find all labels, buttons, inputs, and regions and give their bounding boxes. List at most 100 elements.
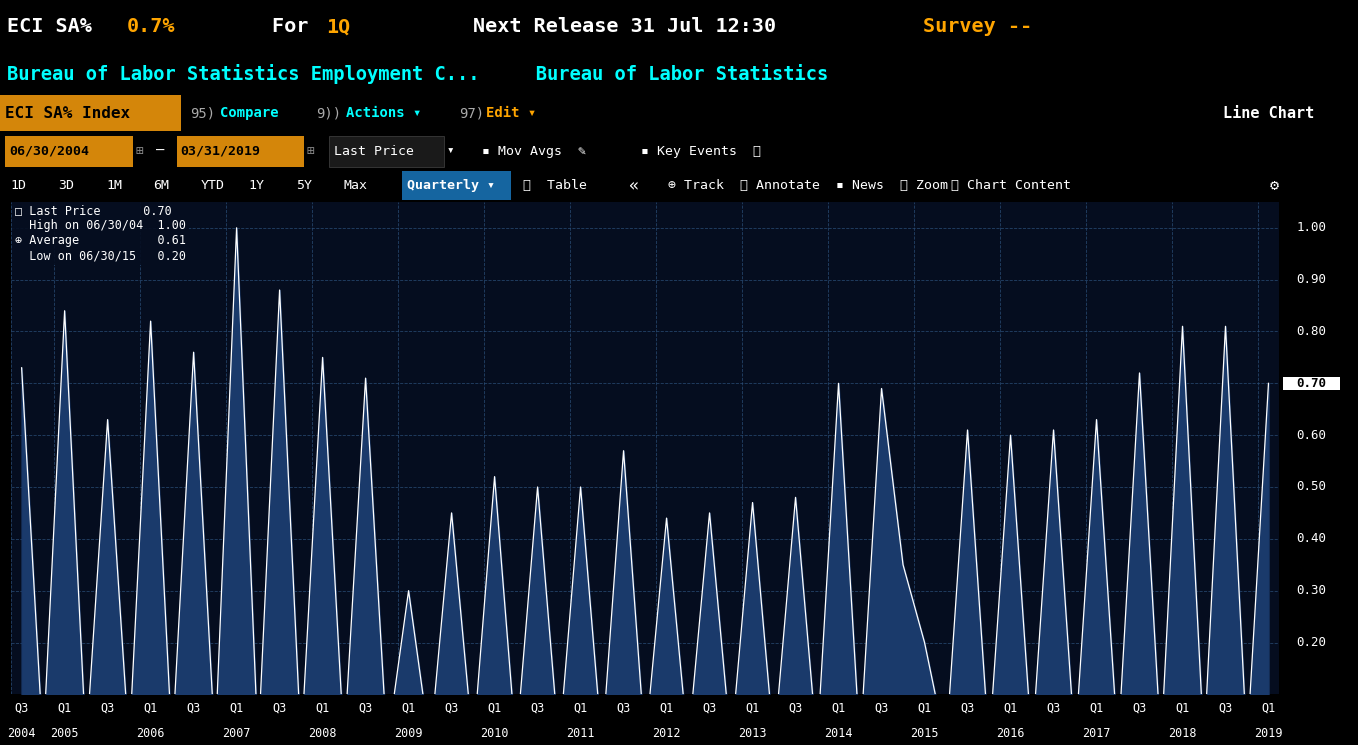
Text: –: – [156, 145, 164, 158]
Text: 2018: 2018 [1168, 727, 1196, 741]
Text: Q1: Q1 [57, 702, 72, 715]
Text: Line Chart: Line Chart [1224, 106, 1315, 121]
Text: 0.70: 0.70 [1297, 377, 1327, 390]
Text: ⤈  Table: ⤈ Table [523, 180, 587, 192]
Text: Q1: Q1 [315, 702, 330, 715]
Text: 0.70: 0.70 [1297, 377, 1327, 390]
Text: ⤴ Chart Content: ⤴ Chart Content [951, 180, 1070, 192]
Text: Q3: Q3 [1133, 702, 1146, 715]
Text: Q1: Q1 [746, 702, 759, 715]
Text: 06/30/2004: 06/30/2004 [10, 145, 90, 158]
Text: 0.50: 0.50 [1297, 481, 1327, 493]
Text: Q1: Q1 [831, 702, 846, 715]
Text: ⊕ Track  ⁄ Annotate  ▪ News  ⚲ Zoom: ⊕ Track ⁄ Annotate ▪ News ⚲ Zoom [668, 180, 948, 192]
Text: 2016: 2016 [997, 727, 1025, 741]
Text: ⊞: ⊞ [307, 145, 315, 158]
Text: 2006: 2006 [136, 727, 164, 741]
Text: Next Release 31 Jul 12:30: Next Release 31 Jul 12:30 [473, 17, 775, 37]
Text: Q3: Q3 [1047, 702, 1061, 715]
Text: Bureau of Labor Statistics Employment C...     Bureau of Labor Statistics: Bureau of Labor Statistics Employment C.… [7, 64, 828, 83]
Text: 0.20: 0.20 [1297, 636, 1327, 649]
Text: Q3: Q3 [875, 702, 888, 715]
Text: Q3: Q3 [15, 702, 29, 715]
Text: Q3: Q3 [273, 702, 287, 715]
Text: 03/31/2019: 03/31/2019 [181, 145, 261, 158]
Text: Q1: Q1 [1004, 702, 1017, 715]
Text: Quarterly ▾: Quarterly ▾ [407, 180, 496, 192]
Text: 97): 97) [459, 107, 485, 120]
Text: 2012: 2012 [652, 727, 680, 741]
Text: ECI SA%: ECI SA% [7, 17, 115, 37]
Text: 1.00: 1.00 [1297, 221, 1327, 235]
Text: For: For [272, 17, 320, 37]
Text: ▪ Mov Avgs  ✎: ▪ Mov Avgs ✎ [482, 145, 587, 158]
FancyBboxPatch shape [329, 136, 444, 167]
Text: ECI SA% Index: ECI SA% Index [5, 106, 130, 121]
Text: Q3: Q3 [186, 702, 201, 715]
Text: 3D: 3D [58, 180, 75, 192]
Text: 95): 95) [190, 107, 216, 120]
FancyBboxPatch shape [5, 136, 133, 167]
Text: 0.40: 0.40 [1297, 533, 1327, 545]
Text: 2014: 2014 [824, 727, 853, 741]
Text: Q3: Q3 [444, 702, 459, 715]
Text: 2011: 2011 [566, 727, 595, 741]
Text: ▪ Key Events  ⓘ: ▪ Key Events ⓘ [641, 145, 760, 158]
Text: 2008: 2008 [308, 727, 337, 741]
Text: 2019: 2019 [1255, 727, 1283, 741]
Text: YTD: YTD [201, 180, 225, 192]
Text: 1M: 1M [106, 180, 122, 192]
Text: Survey --: Survey -- [923, 17, 1032, 37]
Text: Q1: Q1 [402, 702, 416, 715]
Text: 5Y: 5Y [296, 180, 312, 192]
Text: ⚙: ⚙ [1270, 178, 1279, 194]
FancyBboxPatch shape [1283, 376, 1340, 390]
Text: Compare: Compare [220, 107, 278, 120]
FancyBboxPatch shape [0, 95, 181, 131]
Text: Edit ▾: Edit ▾ [486, 107, 536, 120]
Text: 9)): 9)) [316, 107, 342, 120]
Text: Q1: Q1 [918, 702, 932, 715]
FancyBboxPatch shape [177, 136, 304, 167]
Text: «: « [629, 177, 638, 195]
Text: Q1: Q1 [1262, 702, 1275, 715]
Text: Q3: Q3 [531, 702, 545, 715]
Text: Q1: Q1 [1176, 702, 1190, 715]
Text: Q1: Q1 [660, 702, 674, 715]
Text: Q3: Q3 [100, 702, 114, 715]
Text: 6M: 6M [153, 180, 170, 192]
Text: Q3: Q3 [789, 702, 803, 715]
Text: Q3: Q3 [960, 702, 975, 715]
Text: Q1: Q1 [573, 702, 588, 715]
Text: 2013: 2013 [739, 727, 767, 741]
Text: 1D: 1D [11, 180, 27, 192]
Text: Q3: Q3 [702, 702, 717, 715]
Text: 2007: 2007 [223, 727, 251, 741]
Text: Last Price: Last Price [334, 145, 414, 158]
Text: 2004: 2004 [7, 727, 35, 741]
Text: □ Last Price      0.70
  High on 06/30/04  1.00
⊕ Average           0.61
  Low o: □ Last Price 0.70 High on 06/30/04 1.00 … [15, 204, 186, 262]
Text: Q3: Q3 [1218, 702, 1233, 715]
Text: 0.30: 0.30 [1297, 584, 1327, 597]
Text: 0.80: 0.80 [1297, 325, 1327, 338]
Text: Q3: Q3 [359, 702, 372, 715]
Text: Q1: Q1 [1089, 702, 1104, 715]
FancyBboxPatch shape [402, 171, 511, 200]
Text: 1Y: 1Y [249, 180, 265, 192]
Text: 2015: 2015 [910, 727, 938, 741]
Text: ▾: ▾ [447, 145, 455, 158]
Text: Q3: Q3 [617, 702, 630, 715]
Text: Q1: Q1 [230, 702, 243, 715]
Text: Actions ▾: Actions ▾ [346, 107, 422, 120]
Text: 0.60: 0.60 [1297, 428, 1327, 442]
Text: 1Q: 1Q [326, 17, 350, 37]
Text: 0.90: 0.90 [1297, 273, 1327, 286]
Text: Q1: Q1 [488, 702, 501, 715]
Text: 2017: 2017 [1082, 727, 1111, 741]
Text: 2010: 2010 [481, 727, 509, 741]
Text: Q1: Q1 [144, 702, 158, 715]
Text: ⊞: ⊞ [136, 145, 144, 158]
Text: 0.7%: 0.7% [126, 17, 175, 37]
Text: 2009: 2009 [394, 727, 422, 741]
Text: Max: Max [344, 180, 368, 192]
